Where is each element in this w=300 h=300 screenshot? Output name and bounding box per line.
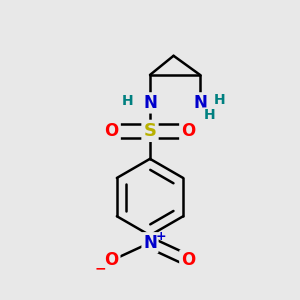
Text: N: N	[143, 94, 157, 112]
Text: H: H	[122, 94, 134, 107]
Text: N: N	[143, 234, 157, 252]
Text: O: O	[181, 122, 195, 140]
Text: N: N	[193, 94, 207, 112]
Text: S: S	[143, 122, 157, 140]
Text: −: −	[95, 262, 106, 276]
Text: +: +	[156, 230, 166, 243]
Text: O: O	[105, 251, 119, 269]
Text: H: H	[213, 93, 225, 107]
Text: H: H	[204, 108, 215, 122]
Text: O: O	[105, 122, 119, 140]
Text: O: O	[181, 251, 195, 269]
